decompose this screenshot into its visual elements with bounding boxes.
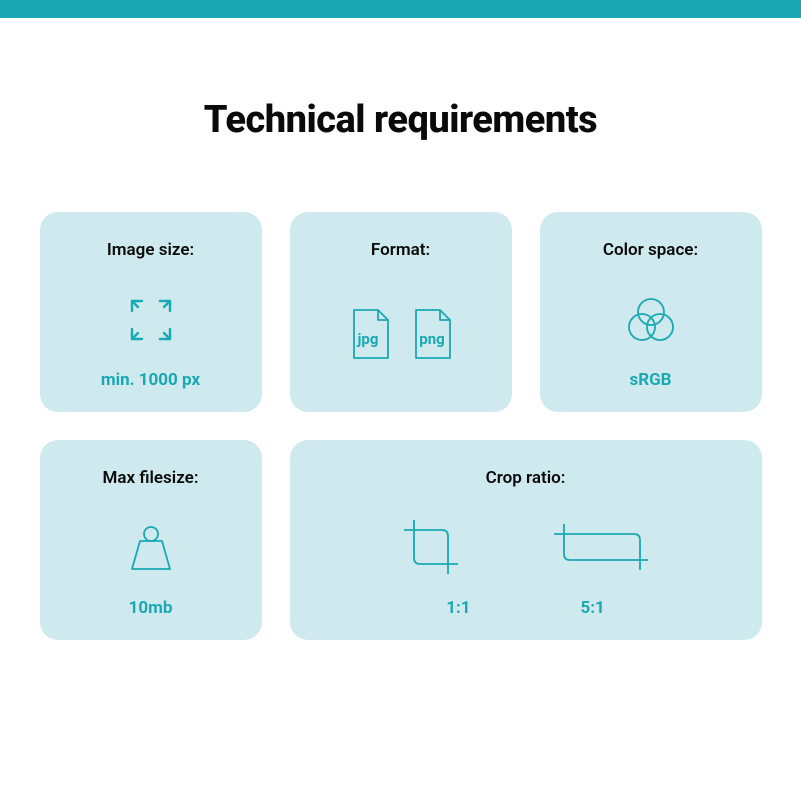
card-crop-ratio: Crop ratio: 1:1 [290, 440, 762, 640]
file-jpg-label: jpg [356, 330, 378, 348]
card-max-filesize: Max filesize: 10mb [40, 440, 262, 640]
card-image-size: Image size: min. 1000 px [40, 212, 262, 412]
ratio-1-label: 1:1 [446, 598, 470, 618]
venn-icon [622, 278, 680, 362]
requirements-grid: Image size: min. 1000 px Format: jpg [0, 212, 801, 640]
card-value: min. 1000 px [101, 370, 200, 390]
card-format: Format: jpg png [290, 212, 512, 412]
card-label: Format: [371, 240, 430, 260]
card-value: 10mb [129, 598, 173, 618]
card-value: sRGB [629, 370, 671, 390]
card-label: Color space: [603, 240, 698, 260]
card-label: Max filesize: [103, 468, 199, 488]
weight-icon [128, 506, 174, 590]
file-icons: jpg png [348, 278, 454, 390]
card-label: Image size: [107, 240, 194, 260]
expand-icon [124, 278, 178, 362]
ratio-2-label: 5:1 [581, 598, 605, 618]
file-png-label: png [419, 330, 444, 348]
card-color-space: Color space: sRGB [540, 212, 762, 412]
page-title: Technical requirements [0, 98, 801, 142]
crop-icons [400, 506, 652, 588]
top-accent-bar [0, 0, 801, 18]
card-label: Crop ratio: [486, 468, 566, 488]
